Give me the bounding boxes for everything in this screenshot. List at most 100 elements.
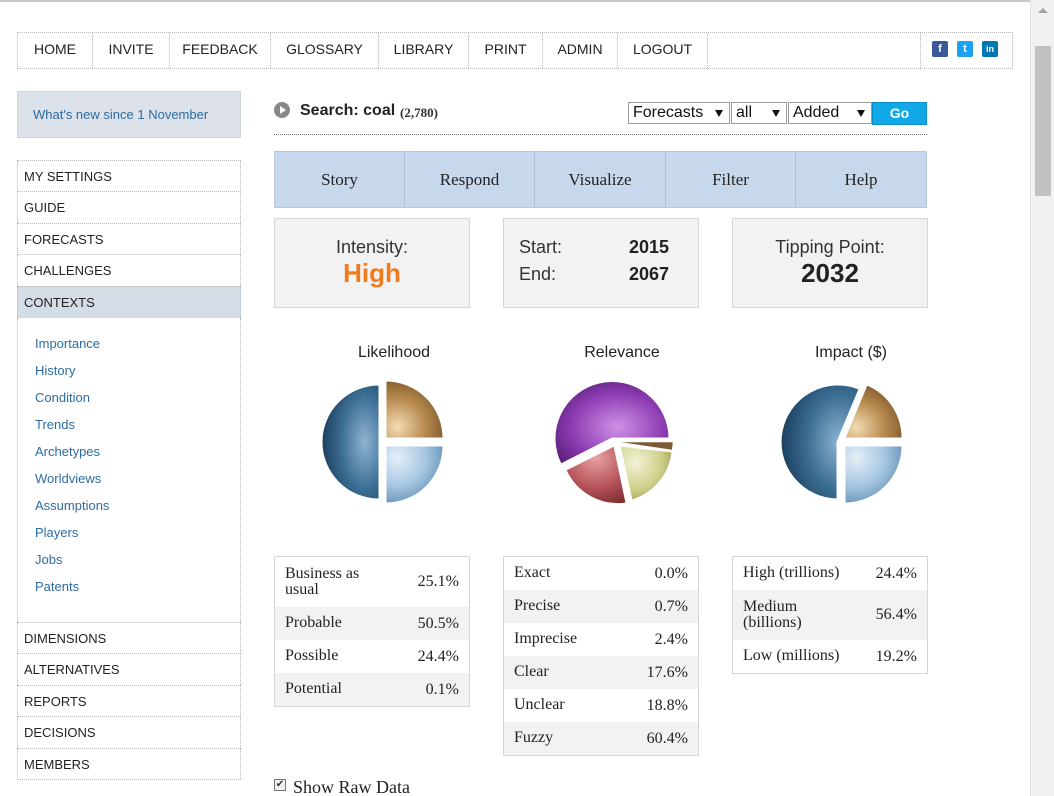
nav-invite[interactable]: INVITE (93, 33, 170, 68)
intensity-value: High (343, 258, 401, 288)
row-label: Medium (billions) (743, 598, 802, 631)
sidebar-item-decisions[interactable]: DECISIONS (17, 716, 241, 748)
tab-respond[interactable]: Respond (405, 152, 535, 207)
submenu-item-condition[interactable]: Condition (35, 390, 90, 405)
nav-feedback[interactable]: FEEDBACK (170, 33, 271, 68)
tab-visualize[interactable]: Visualize (535, 152, 666, 207)
play-icon[interactable] (274, 102, 290, 118)
row-value: 24.4% (417, 648, 459, 665)
tipping-point-value: 2032 (801, 258, 859, 288)
row-value: 50.5% (417, 615, 459, 632)
vertical-scrollbar[interactable] (1030, 0, 1054, 796)
relevance-slice-imprecise (617, 441, 674, 451)
nav-home[interactable]: HOME (18, 33, 93, 68)
submenu-item-worldviews[interactable]: Worldviews (35, 471, 102, 486)
nav-admin[interactable]: ADMIN (543, 33, 618, 68)
start-label: Start: (519, 237, 563, 257)
sidebar-item-alternatives[interactable]: ALTERNATIVES (17, 653, 241, 685)
row-value: 60.4% (646, 730, 688, 747)
nav-logout[interactable]: LOGOUT (618, 33, 708, 68)
chevron-down-icon (772, 110, 780, 117)
likelihood-pie-chart (321, 380, 444, 504)
social-links: f t in (920, 33, 1012, 68)
scroll-up-arrow-icon[interactable] (1038, 8, 1048, 13)
intensity-label: Intensity: (335, 237, 409, 257)
row-value: 19.2% (875, 648, 917, 665)
go-button[interactable]: Go (872, 102, 927, 125)
table-row: Fuzzy 60.4% (504, 722, 698, 755)
impact-pie-chart (780, 384, 903, 504)
row-label: Potential (285, 680, 342, 697)
whats-new-link[interactable]: What's new since 1 November (17, 91, 241, 138)
table-row: Potential 0.1% (275, 673, 469, 706)
row-label: Precise (514, 597, 561, 614)
row-label: Low (millions) (743, 647, 840, 664)
likelihood-slice-probable (321, 384, 380, 500)
likelihood-slice-business-as-usual (385, 380, 444, 439)
relevance-title: Relevance (584, 344, 660, 361)
sidebar-item-my-settings[interactable]: MY SETTINGS (17, 160, 241, 192)
table-row: Precise 0.7% (504, 590, 698, 623)
sidebar-item-forecasts[interactable]: FORECASTS (17, 223, 241, 255)
sidebar-item-reports[interactable]: REPORTS (17, 685, 241, 717)
impact-slice-low (844, 445, 903, 504)
linkedin-icon[interactable]: in (982, 41, 998, 57)
intensity-box: Intensity: High (274, 218, 470, 308)
sidebar-item-challenges[interactable]: CHALLENGES (17, 254, 241, 286)
row-value: 56.4% (875, 606, 917, 623)
likelihood-table: Business as usual 25.1% Probable 50.5% P… (274, 556, 470, 707)
relevance-slice-clear (619, 445, 673, 501)
timeline-box: Start: 2015 End: 2067 (503, 218, 699, 308)
tab-help[interactable]: Help (844, 170, 878, 189)
submenu-item-history[interactable]: History (35, 363, 76, 378)
chevron-down-icon (715, 110, 723, 117)
sidebar-item-members[interactable]: MEMBERS (17, 748, 241, 780)
chevron-down-icon (857, 110, 865, 117)
relevance-slice-fuzzy (554, 381, 670, 465)
table-row: Business as usual 25.1% (275, 557, 469, 607)
facebook-icon[interactable]: f (932, 41, 948, 57)
impact-table: High (trillions) 24.4% Medium (billions)… (732, 556, 928, 674)
type-select[interactable]: Forecasts (628, 102, 730, 124)
table-row: Medium (billions) 56.4% (733, 590, 927, 640)
row-value: 0.0% (654, 565, 688, 582)
submenu-item-assumptions[interactable]: Assumptions (35, 498, 110, 513)
row-label: Possible (285, 647, 339, 664)
show-raw-data-label: Show Raw Data (293, 777, 410, 796)
end-value: 2067 (628, 264, 669, 284)
submenu-item-players[interactable]: Players (35, 525, 79, 540)
scroll-thumb[interactable] (1035, 46, 1051, 196)
end-label: End: (519, 264, 557, 284)
search-label: Search: coal (300, 102, 396, 119)
top-nav: HOME INVITE FEEDBACK GLOSSARY LIBRARY PR… (17, 32, 1013, 69)
submenu-item-jobs[interactable]: Jobs (35, 552, 63, 567)
table-row: Imprecise 2.4% (504, 623, 698, 656)
sidebar-item-guide[interactable]: GUIDE (17, 191, 241, 223)
scope-select[interactable]: all (731, 102, 787, 124)
nav-print[interactable]: PRINT (469, 33, 543, 68)
tipping-point-box: Tipping Point: 2032 (732, 218, 928, 308)
table-row: Exact 0.0% (504, 557, 698, 590)
table-row: Low (millions) 19.2% (733, 640, 927, 673)
tab-filter[interactable]: Filter (666, 152, 796, 207)
sidebar-item-contexts[interactable]: CONTEXTS (17, 286, 241, 318)
submenu-item-archetypes[interactable]: Archetypes (35, 444, 101, 459)
sidebar-item-dimensions[interactable]: DIMENSIONS (17, 622, 241, 654)
submenu-item-trends[interactable]: Trends (35, 417, 75, 432)
row-value: 2.4% (654, 631, 688, 648)
relevance-pie-chart (554, 381, 674, 505)
type-select-value: Forecasts (633, 104, 704, 121)
submenu-item-importance[interactable]: Importance (35, 336, 101, 351)
row-label: Business as usual (285, 565, 360, 598)
row-value: 18.8% (646, 697, 688, 714)
sort-select[interactable]: Added (788, 102, 872, 124)
impact-slice-high (844, 384, 903, 439)
twitter-icon[interactable]: t (957, 41, 973, 57)
tab-story[interactable]: Story (275, 152, 405, 207)
nav-glossary[interactable]: GLOSSARY (271, 33, 379, 68)
show-raw-data-checkbox[interactable]: ✔ (274, 779, 286, 791)
submenu-item-patents[interactable]: Patents (35, 579, 80, 594)
sort-select-value: Added (793, 104, 840, 121)
nav-library[interactable]: LIBRARY (379, 33, 469, 68)
likelihood-slice-possible (385, 445, 444, 504)
